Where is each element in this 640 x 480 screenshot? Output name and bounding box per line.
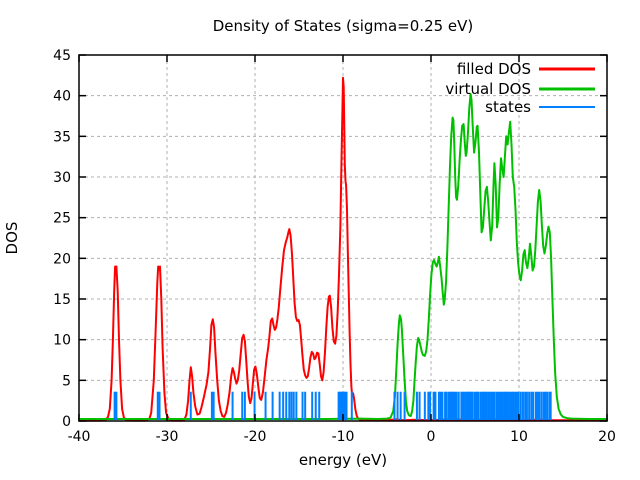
- x-tick-label: -10: [332, 429, 355, 445]
- legend: filled DOS virtual DOS states: [445, 60, 595, 116]
- chart-title: Density of States (sigma=0.25 eV): [213, 17, 474, 35]
- legend-label-filled-dos: filled DOS: [457, 60, 531, 78]
- x-tick-label: -20: [244, 429, 267, 445]
- data-series: [78, 76, 608, 422]
- legend-label-states: states: [485, 98, 531, 116]
- y-tick-label: 15: [53, 292, 71, 308]
- plot-border-and-ticks: [78, 54, 608, 422]
- legend-label-virtual-dos: virtual DOS: [445, 80, 531, 98]
- y-tick-label: 30: [53, 170, 71, 186]
- y-tick-label: 35: [53, 129, 71, 145]
- y-axis-label: DOS: [3, 222, 21, 255]
- virtual-dos-curve: [78, 93, 608, 420]
- filled-dos-curve: [78, 76, 608, 422]
- y-tick-label: 45: [53, 48, 71, 64]
- y-tick-label: 20: [53, 251, 71, 267]
- y-tick-label: 40: [53, 89, 71, 105]
- x-tick-label: -40: [68, 429, 91, 445]
- x-tick-label: 20: [598, 429, 616, 445]
- y-tick-label: 0: [62, 414, 71, 430]
- x-tick-label: -30: [156, 429, 179, 445]
- tick-labels: -40 -30 -20 -10 0 10 20 0 5 10 15 20 25 30 35 40 45: [53, 48, 616, 445]
- y-tick-label: 25: [53, 211, 71, 227]
- x-tick-label: 10: [510, 429, 528, 445]
- y-tick-label: 5: [62, 373, 71, 389]
- x-axis-label: energy (eV): [299, 451, 387, 469]
- y-tick-label: 10: [53, 333, 71, 349]
- x-tick-label: 0: [427, 429, 436, 445]
